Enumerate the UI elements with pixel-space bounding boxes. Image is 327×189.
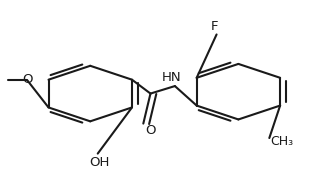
- Text: F: F: [211, 20, 219, 33]
- Text: O: O: [22, 73, 33, 86]
- Text: CH₃: CH₃: [270, 135, 293, 148]
- Text: O: O: [145, 124, 156, 137]
- Text: HN: HN: [162, 70, 181, 84]
- Text: OH: OH: [89, 156, 110, 169]
